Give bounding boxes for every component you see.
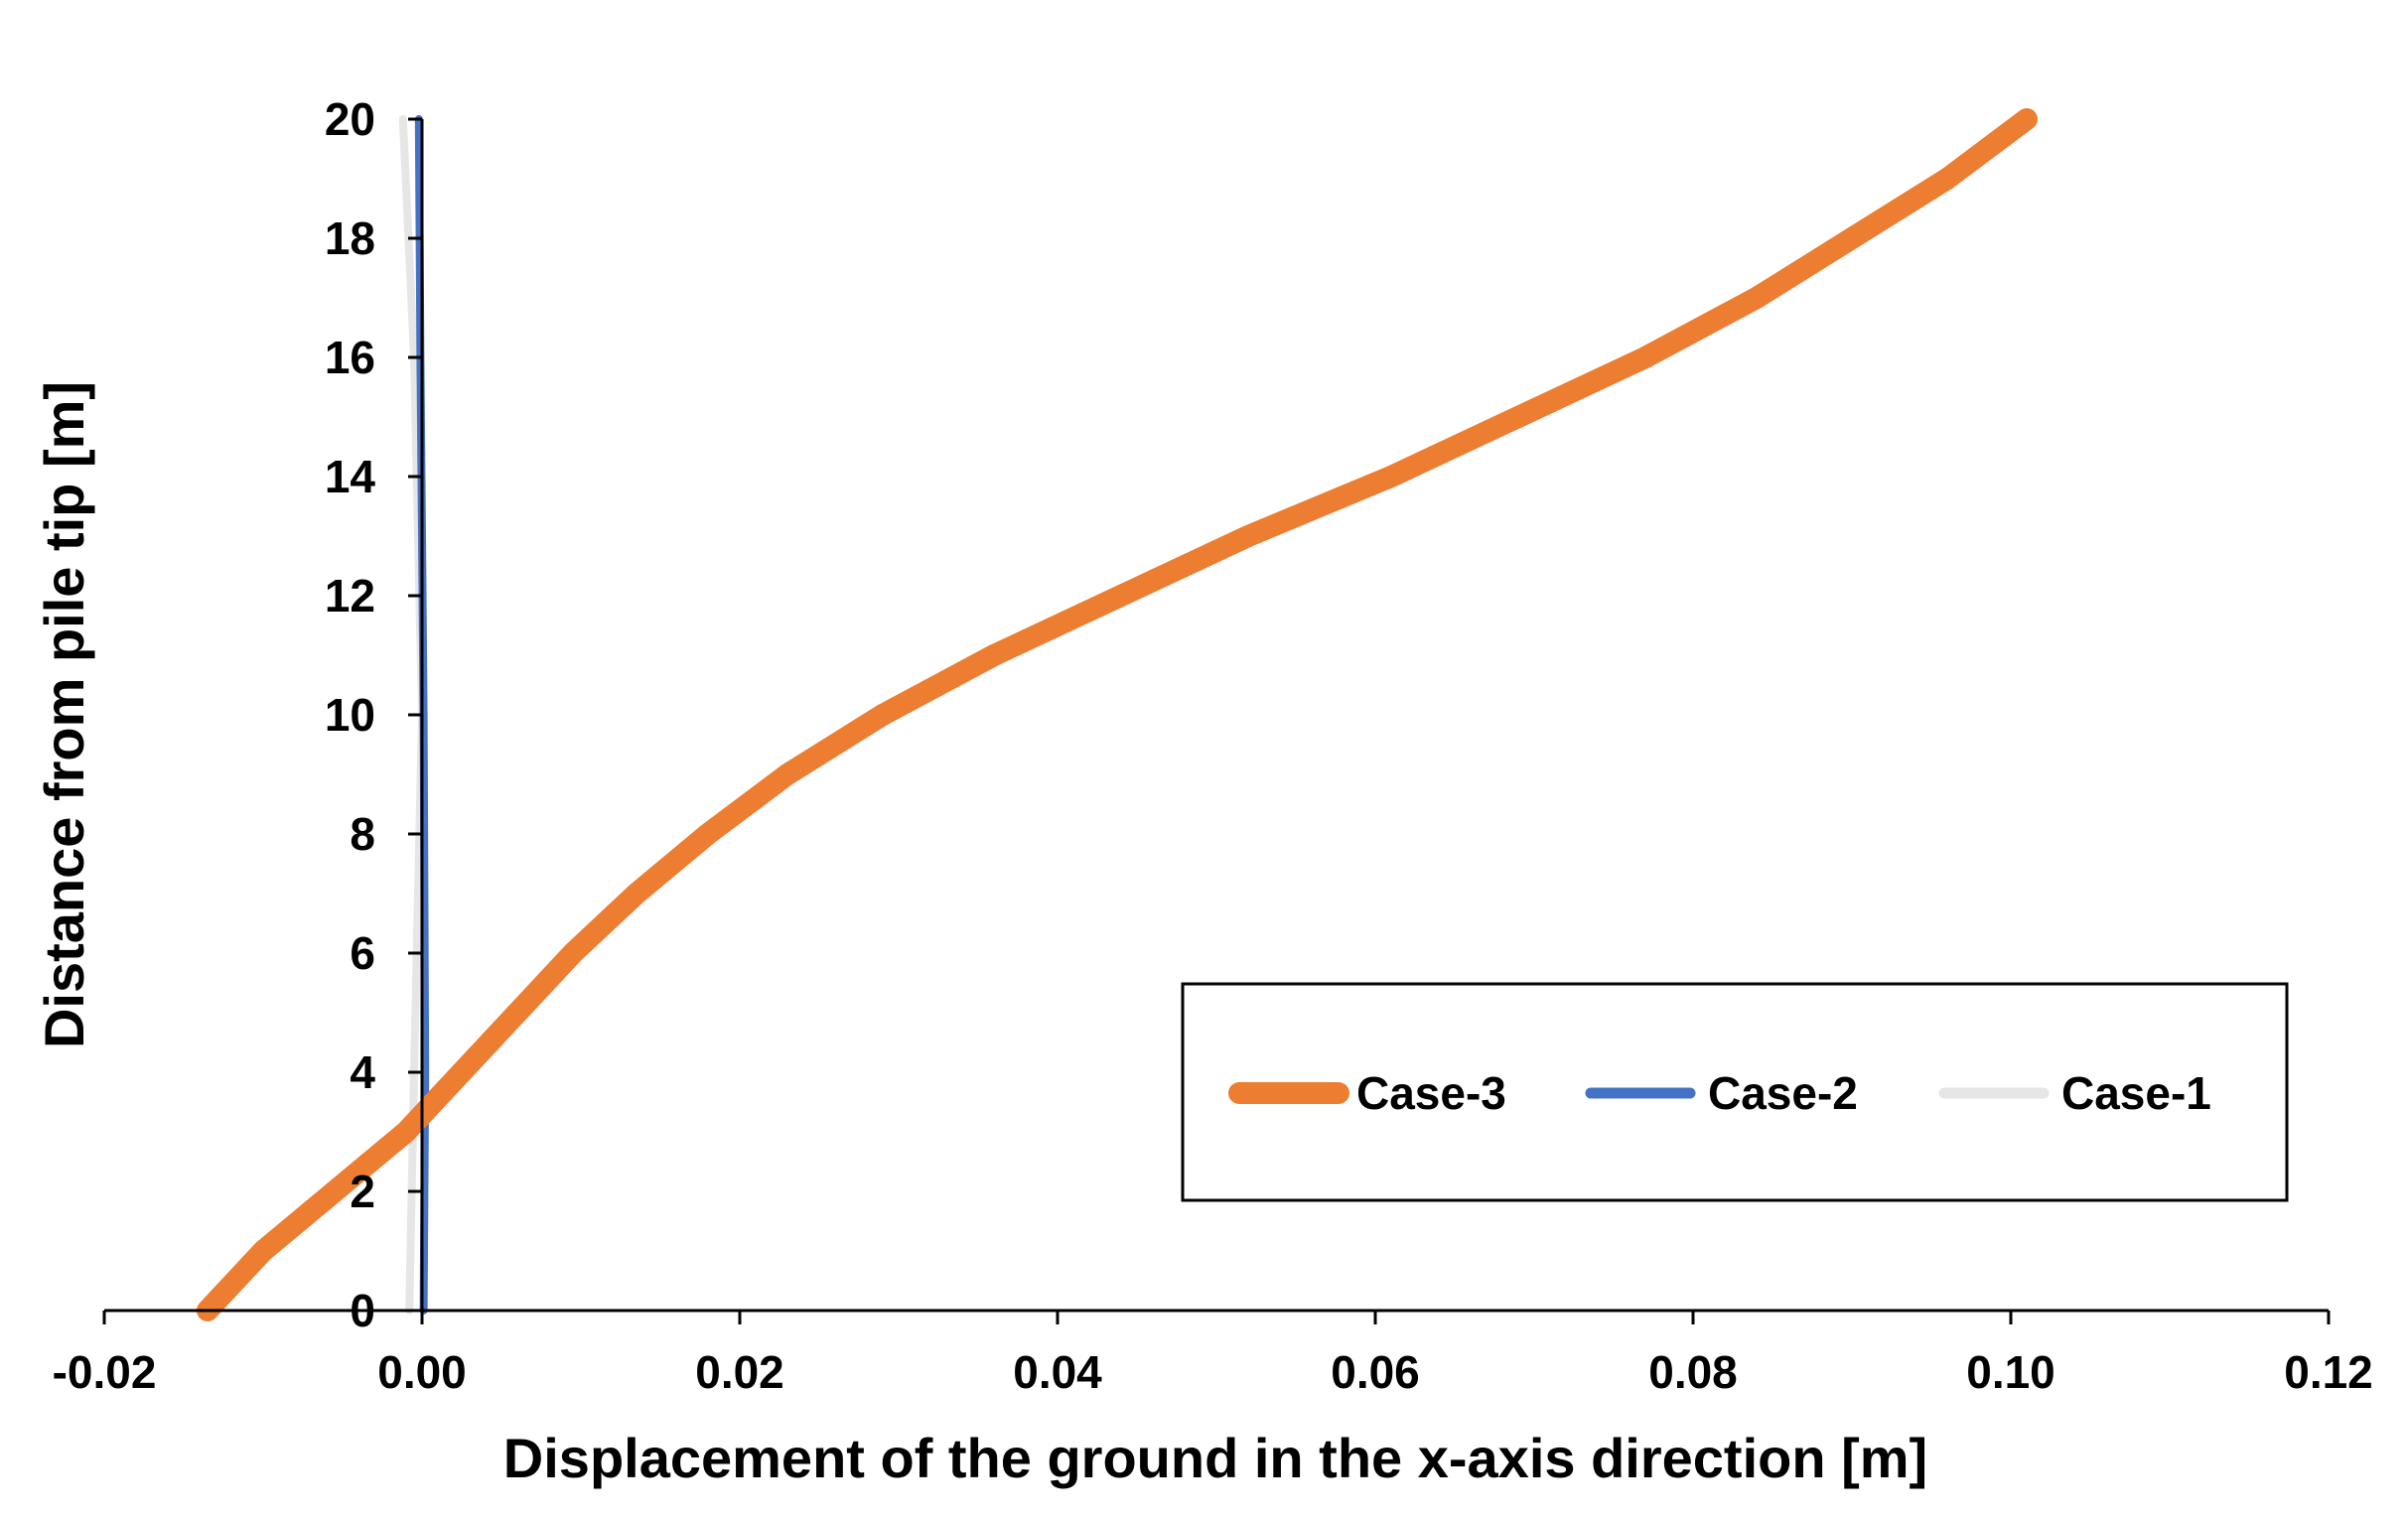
y-axis-title: Distance from pile tip [m] <box>33 381 95 1048</box>
y-tick-label: 18 <box>325 212 375 264</box>
x-tick-label: 0.04 <box>1013 1346 1102 1398</box>
legend-box <box>1181 982 2289 1202</box>
x-tick-label: 0.06 <box>1331 1346 1420 1398</box>
series-line-case-2 <box>414 115 430 1314</box>
x-axis-title: Displacement of the ground in the x-axis… <box>503 1427 1927 1489</box>
x-tick-label: 0.00 <box>377 1346 467 1398</box>
y-tick-label: 10 <box>325 689 375 741</box>
x-tick-label: 0.08 <box>1648 1346 1738 1398</box>
legend: Case-3 Case-2 Case-1 <box>1181 982 2289 1202</box>
y-tick-label: 6 <box>350 927 375 979</box>
y-tick-label: 16 <box>325 332 375 383</box>
series-line-case-3 <box>197 108 2038 1321</box>
x-tick-label: 0.12 <box>2284 1346 2373 1398</box>
y-tick-label: 0 <box>350 1285 375 1336</box>
y-tick-label: 20 <box>325 93 375 145</box>
x-axis: -0.02 0.00 0.02 0.04 0.06 0.08 0.10 0.12 <box>53 1309 2373 1398</box>
legend-label-case-3: Case-3 <box>1356 1067 1506 1119</box>
x-tick-label: 0.02 <box>695 1346 784 1398</box>
y-tick-label: 2 <box>350 1166 375 1217</box>
y-tick-label: 12 <box>325 570 375 622</box>
y-tick-label: 8 <box>350 808 375 860</box>
y-tick-label: 4 <box>350 1046 375 1098</box>
x-tick-label: -0.02 <box>53 1346 157 1398</box>
y-tick-label: 14 <box>325 451 376 502</box>
legend-label-case-1: Case-1 <box>2061 1067 2211 1119</box>
x-tick-label: 0.10 <box>1966 1346 2055 1398</box>
legend-label-case-2: Case-2 <box>1708 1067 1858 1119</box>
y-axis: 0 2 4 6 8 10 12 14 16 18 20 <box>325 93 424 1336</box>
